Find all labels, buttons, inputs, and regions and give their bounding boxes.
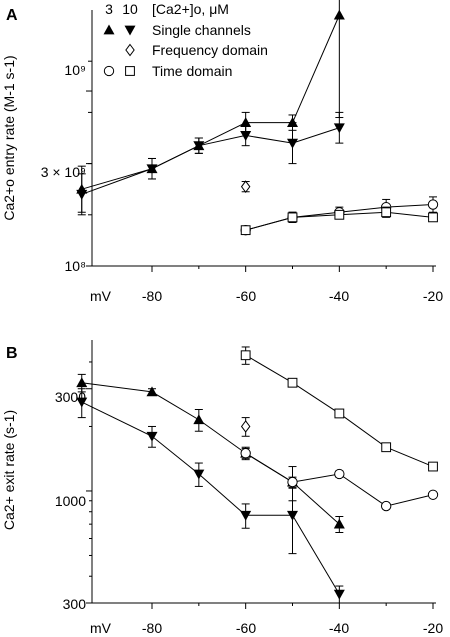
panel-b-marker-square (287, 377, 298, 388)
panel-b-axis-lines (91, 340, 436, 604)
panel-a-marker-triangle-down (193, 141, 205, 152)
panel-b-label: B (6, 345, 18, 362)
panel-b-marker-diamond (240, 420, 251, 433)
panel-a-marker-circle (427, 199, 439, 210)
panel-b-marker-square (334, 408, 345, 419)
panel-a-xtick-label: -40 (329, 288, 349, 304)
panel-b-xtick-label: -60 (236, 620, 256, 636)
panel-b-marker-triangle-down (333, 589, 345, 600)
legend-marker-triangle-up (103, 24, 115, 35)
panel-b-marker-triangle-down (240, 510, 252, 521)
panel-b-series-line-triangle-up (81, 382, 340, 525)
panel-b-ylabel: Ca2+ exit rate (s-1) (1, 410, 17, 530)
panel-b-marker-triangle-down (287, 510, 298, 521)
panel-a-xtick-label: -20 (423, 288, 443, 304)
legend: 3 10 [Ca2+]o, μM Single channels Frequen… (103, 1, 268, 79)
panel-a-marker-triangle-down (240, 131, 252, 141)
panel-a-marker-square (428, 212, 438, 223)
panel-a-ylabel: Ca2+o entry rate (M-1 s-1) (1, 55, 17, 220)
panel-a-marker-triangle-up (287, 117, 298, 128)
panel-a-marker-square (287, 212, 298, 223)
panel-a-ytick-label: 3 × 10⁹ (41, 164, 86, 180)
panel-b-marker-circle (334, 468, 345, 480)
legend-frequency-domain-label: Frequency domain (152, 42, 268, 58)
legend-marker-circle (103, 65, 115, 77)
panel-b-xtick-label: -20 (423, 620, 443, 636)
legend-conc-10: 10 (122, 1, 138, 17)
panel-b-marker-triangle-down (193, 469, 205, 480)
panel-a-marker-triangle-down (287, 138, 298, 149)
legend-marker-diamond (125, 43, 135, 57)
panel-a-marker-triangle-down (146, 164, 158, 175)
panel-b-plot (76, 346, 439, 609)
panel-a-series-line-triangle-down (81, 127, 340, 195)
panel-a-ytick-label: 10⁸ (65, 258, 87, 274)
panel-b-marker-square (428, 461, 438, 472)
panel-a-marker-triangle-up (333, 9, 345, 20)
panel-b-series-line-circle (245, 452, 434, 507)
panel-b-marker-triangle-down (146, 431, 158, 442)
panel-a-marker-triangle-down (333, 123, 345, 134)
panel-b-marker-square (240, 350, 251, 361)
legend-conc-label: [Ca2+]o, μM (152, 1, 229, 17)
panel-a-marker-square (334, 209, 345, 220)
panel-a-marker-diamond (240, 180, 251, 193)
panel-b-xtick-label: -40 (329, 620, 349, 636)
panel-b-ytick-label: 3000 (55, 389, 86, 405)
legend-single-channels-label: Single channels (152, 22, 251, 38)
panel-b-marker-triangle-up (193, 414, 205, 425)
panel-b-xtick-label: -80 (142, 620, 162, 636)
panel-a-series-line-triangle-up (81, 14, 340, 190)
panel-b-marker-circle (427, 489, 439, 500)
panel-b-marker-circle (240, 448, 251, 459)
panel-a-marker-square (240, 225, 251, 236)
panel-a-plot (76, 0, 439, 272)
legend-time-domain-label: Time domain (152, 63, 232, 79)
panel-b-marker-triangle-down (76, 397, 88, 408)
panel-a-xtick-label: -80 (142, 288, 162, 304)
legend-marker-triangle-down (124, 25, 136, 36)
legend-marker-square (125, 66, 135, 76)
panel-a-axis-lines (91, 10, 436, 267)
panel-b-marker-circle (287, 476, 298, 488)
panel-b-series-line-triangle-down (81, 401, 340, 595)
panel-b-xlabel: mV (90, 620, 112, 636)
panel-a-label: A (6, 7, 18, 24)
panel-b-ytick-label: 300 (63, 596, 87, 612)
panel-a-marker-square (381, 207, 392, 218)
panel-b-marker-triangle-up (146, 386, 158, 397)
panel-b-marker-triangle-up (333, 518, 345, 529)
panel-a-marker-triangle-up (240, 117, 252, 128)
panel-a-xlabel: mV (90, 288, 112, 304)
legend-conc-3: 3 (105, 1, 113, 17)
panel-a-marker-triangle-down (76, 189, 88, 200)
panel-b-marker-square (381, 442, 392, 453)
panel-b-marker-circle (380, 500, 392, 512)
panel-a-xtick-label: -60 (236, 288, 256, 304)
panel-b-marker-triangle-up (76, 377, 88, 388)
panel-a-ytick-label: 10⁹ (64, 62, 86, 78)
panel-b-ytick-label: 1000 (55, 493, 86, 509)
